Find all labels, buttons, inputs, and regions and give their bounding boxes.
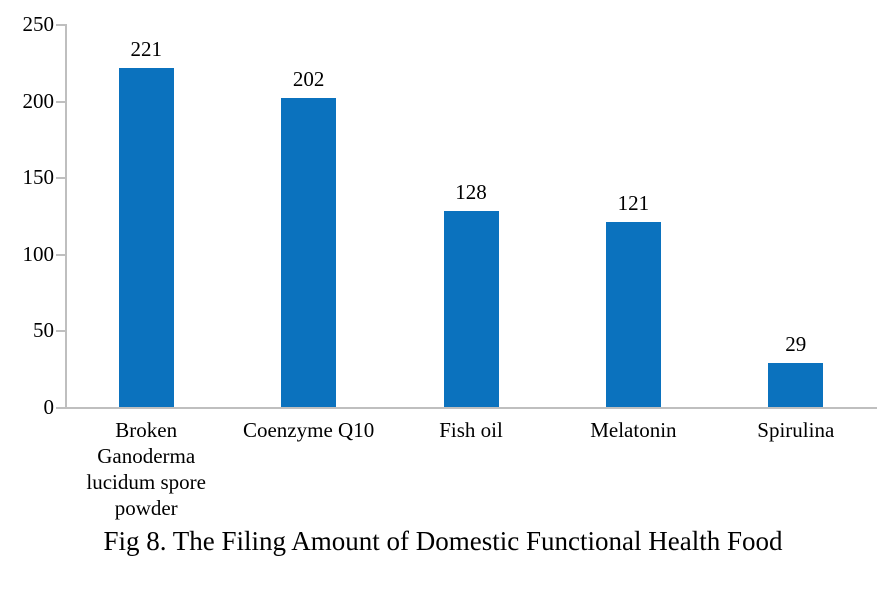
- y-tick-mark: [56, 253, 65, 256]
- bar: [605, 221, 661, 407]
- y-tick-label: 150: [22, 165, 55, 190]
- y-tick-label: 50: [33, 318, 54, 343]
- y-tick-mark: [56, 407, 65, 409]
- y-tick-label: 200: [22, 88, 55, 113]
- bar: [118, 68, 174, 407]
- bar-value-label: 128: [455, 179, 487, 204]
- y-tick-mark: [56, 100, 65, 103]
- y-tick-mark: [56, 177, 65, 180]
- y-tick-mark: [56, 24, 65, 26]
- x-axis-line: [65, 407, 877, 409]
- x-category-label: Coenzyme Q10: [242, 418, 375, 442]
- bar: [768, 362, 824, 407]
- bar: [443, 210, 499, 407]
- bar-value-label: 29: [785, 331, 807, 356]
- y-tick-label: 100: [22, 241, 55, 266]
- bar-value-label: 202: [292, 66, 325, 91]
- y-axis-line: [65, 24, 67, 409]
- y-tick-mark: [56, 330, 65, 333]
- x-category-label: Fish oil: [439, 418, 503, 442]
- x-category-label: Melatonin: [590, 418, 677, 442]
- x-category-label: Broken Ganoderma lucidum spore powder: [86, 418, 206, 520]
- x-category-label: Spirulina: [757, 418, 835, 442]
- bar: [281, 97, 337, 407]
- y-tick-label: 0: [43, 395, 55, 419]
- y-tick-label: 250: [22, 12, 55, 36]
- figure-caption: Fig 8. The Filing Amount of Domestic Fun…: [103, 526, 783, 556]
- bar-value-label: 221: [130, 37, 162, 62]
- bar-value-label: 121: [617, 190, 650, 215]
